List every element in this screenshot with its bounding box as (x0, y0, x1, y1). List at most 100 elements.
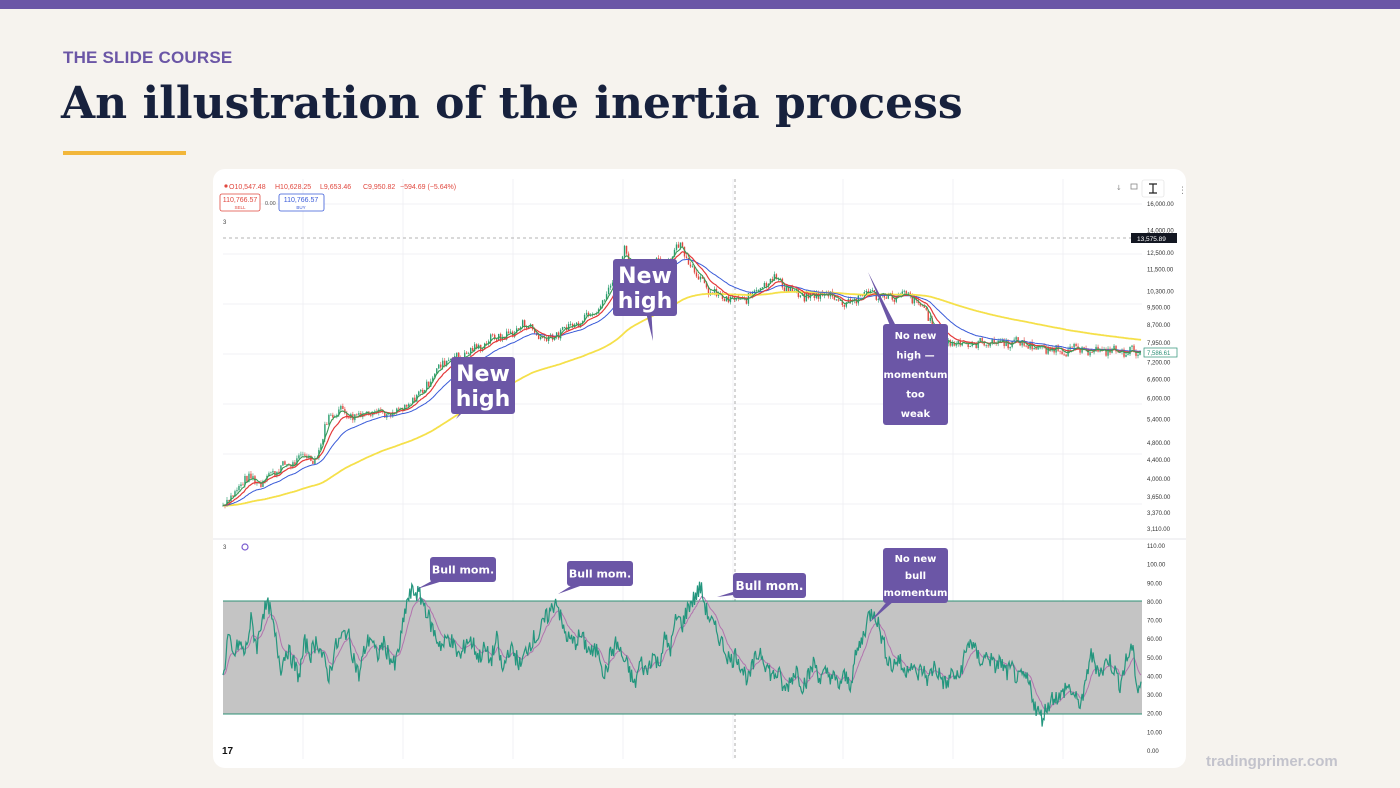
price-candle (687, 257, 690, 265)
price-candle (679, 242, 682, 248)
price-candle (410, 403, 412, 405)
price-candle (677, 244, 680, 248)
callout-text: high — (896, 351, 934, 362)
price-candle (282, 461, 284, 466)
price-candle (517, 328, 520, 330)
buy-button[interactable]: 110,766.57 BUY (278, 193, 325, 212)
ohlc-legend: O10,547.48 H10,628.25 L9,653.46 C9,950.8… (224, 184, 456, 191)
price-candle (440, 364, 442, 368)
crosshair-price-tag: 13,575.89 (1131, 233, 1177, 243)
sell-button[interactable]: 110,766.57 SELL (219, 193, 261, 212)
price-candle (344, 409, 346, 414)
price-candle (486, 343, 488, 345)
price-candle (488, 341, 490, 344)
price-candle (1045, 347, 1047, 354)
price-candle (693, 266, 696, 273)
price-candle (1041, 346, 1043, 348)
price-candle (1063, 354, 1065, 356)
price-candle (392, 412, 394, 417)
price-candle (1025, 345, 1027, 347)
price-candle (1075, 343, 1077, 347)
price-candle (537, 335, 540, 340)
price-candle (707, 287, 710, 295)
price-candle (1093, 351, 1095, 353)
price-candle (1033, 347, 1035, 350)
oscillator-tick-label: 110.00 (1147, 544, 1166, 550)
price-candle (1115, 345, 1117, 352)
price-candle (1123, 349, 1125, 357)
oscillator-tick-label: 10.00 (1147, 730, 1163, 736)
price-candle (1091, 352, 1093, 353)
price-candle (260, 482, 262, 488)
price-candle (472, 348, 474, 351)
price-candle (753, 290, 756, 294)
price-candle (1083, 347, 1085, 349)
price-candle (450, 358, 452, 360)
price-candle (242, 484, 244, 486)
price-candle (476, 344, 478, 349)
price-candle (1007, 340, 1009, 349)
callout-text: momentum (884, 370, 948, 381)
callout-box (613, 259, 677, 316)
download-icon[interactable]: ↓ (1116, 184, 1122, 192)
price-candle (326, 424, 328, 425)
price-candle (238, 485, 240, 491)
price-candle (322, 439, 324, 445)
price-candle (1071, 346, 1073, 348)
settings-icon[interactable] (241, 543, 249, 551)
price-candle (673, 249, 676, 257)
price-candle (302, 454, 304, 456)
price-candle (284, 461, 286, 465)
spread-value: 0.00 (265, 201, 276, 207)
price-candle (336, 415, 338, 417)
annotation-callout: Bull mom. (417, 557, 496, 589)
price-candle (827, 291, 830, 297)
price-candle (446, 360, 448, 366)
price-candle (414, 397, 416, 402)
price-candle (903, 290, 905, 292)
price-candle (312, 460, 314, 464)
price-candle (913, 297, 915, 304)
price-candle (1133, 345, 1135, 353)
price-candle (1099, 349, 1101, 352)
text-cursor-icon[interactable] (1141, 179, 1165, 198)
price-candle (691, 266, 694, 268)
price-candle (589, 315, 592, 317)
price-candle (835, 299, 838, 301)
price-candle (248, 473, 250, 482)
chart-card: O10,547.48 H10,628.25 L9,653.46 C9,950.8… (213, 169, 1186, 768)
price-candle (494, 334, 496, 340)
callout-text: New (456, 362, 510, 387)
title-underline (63, 151, 186, 155)
price-candle (272, 471, 274, 473)
more-options-icon[interactable]: ⋮ (1178, 186, 1186, 196)
price-candle (977, 341, 979, 348)
ohlc-change: −594.69 (−5.64%) (400, 184, 456, 191)
price-candle (553, 337, 556, 340)
price-tick-label: 8,700.00 (1147, 323, 1171, 329)
price-candle (490, 334, 492, 342)
price-candle (348, 417, 350, 419)
price-candle (262, 481, 264, 488)
pane1-badge: 3 (223, 220, 227, 226)
price-candle (270, 472, 272, 474)
price-candle (803, 293, 806, 302)
price-candle (985, 345, 987, 347)
pane2-badge: 3 (223, 545, 227, 551)
price-candle (713, 289, 716, 293)
price-candle (775, 274, 778, 280)
price-candle (1105, 348, 1107, 356)
callout-box (567, 561, 633, 586)
callout-box (430, 557, 496, 582)
fullscreen-icon[interactable] (1130, 183, 1138, 190)
price-candle (873, 290, 875, 293)
price-candle (298, 455, 300, 459)
oscillator-series-group (222, 581, 1142, 727)
price-candle (833, 296, 836, 300)
price-candle (232, 495, 234, 497)
price-candle (923, 306, 925, 308)
price-candle (859, 295, 862, 296)
price-candle (955, 343, 957, 346)
price-candle (571, 323, 574, 328)
price-candle (587, 312, 590, 316)
